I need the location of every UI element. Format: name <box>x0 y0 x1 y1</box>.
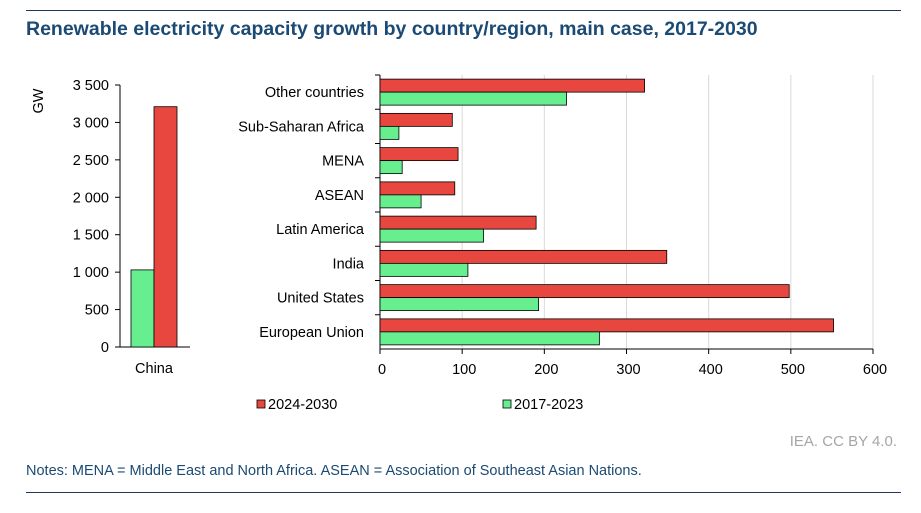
bar-asean-2024-2030 <box>379 181 456 196</box>
y-tick-label: 2 000 <box>73 190 109 206</box>
bar-india-2024-2030 <box>379 249 668 264</box>
bar-india-2017-2023 <box>379 262 469 277</box>
bar-united-states-2017-2023 <box>379 297 539 312</box>
x-category-label: China <box>135 361 174 377</box>
chart-notes: Notes: MENA = Middle East and North Afri… <box>26 463 642 479</box>
y-category-label: European Union <box>259 325 364 341</box>
y-category-label: MENA <box>322 154 364 170</box>
x-tick-label: 300 <box>616 362 640 378</box>
y-category-label: India <box>333 256 365 272</box>
legend-label: 2024-2030 <box>268 397 337 413</box>
bar-united-states-2024-2030 <box>379 284 790 299</box>
bar-latin-america-2017-2023 <box>379 228 484 243</box>
y-category-label: Other countries <box>265 85 364 101</box>
legend-swatch <box>256 399 266 409</box>
y-tick-label: 1 500 <box>73 228 109 244</box>
y-category-label: United States <box>277 291 364 307</box>
bar-sub-saharan-africa-2024-2030 <box>379 112 453 127</box>
top-rule <box>26 10 901 11</box>
legend: 2024-2030 2017-2023 <box>256 397 583 413</box>
regions-bar-chart: 0 100 200 300 400 500 600 Other countries Sub-Sa… <box>238 74 887 378</box>
x-tick-label: 100 <box>452 362 476 378</box>
y-axis-label: GW <box>31 88 47 113</box>
x-tick-label: 400 <box>699 362 723 378</box>
chart-title: Renewable electricity capacity growth by… <box>26 18 758 40</box>
y-tick-label: 3 500 <box>73 78 109 94</box>
y-tick-label: 3 000 <box>73 115 109 131</box>
bar-european-union-2024-2030 <box>379 318 834 333</box>
legend-label: 2017-2023 <box>514 397 583 413</box>
bar-mena-2024-2030 <box>379 147 459 162</box>
bar-european-union-2017-2023 <box>379 331 600 346</box>
bottom-rule <box>26 492 901 493</box>
source-credit: IEA. CC BY 4.0. <box>789 433 897 450</box>
bar-other-countries-2017-2023 <box>379 91 567 106</box>
y-tick-label: 1 000 <box>73 265 109 281</box>
legend-swatch <box>502 399 512 409</box>
bar-latin-america-2024-2030 <box>379 215 537 230</box>
y-category-label: ASEAN <box>315 188 364 204</box>
bar-sub-saharan-africa-2017-2023 <box>379 125 400 140</box>
y-tick-label: 500 <box>85 303 109 319</box>
x-tick-label: 600 <box>863 362 887 378</box>
y-tick-label: 2 500 <box>73 153 109 169</box>
bar-asean-2017-2023 <box>379 194 422 209</box>
bar-mena-2017-2023 <box>379 160 403 175</box>
bar-china-2017-2023 <box>130 269 155 348</box>
y-category-label: Sub-Saharan Africa <box>238 119 365 135</box>
y-category-label: Latin America <box>276 222 365 238</box>
x-tick-label: 0 <box>378 362 386 378</box>
china-bar-chart: 0 500 1 000 1 500 2 000 2 500 3 000 3 500 GW Chin… <box>31 78 190 377</box>
x-tick-label: 500 <box>781 362 805 378</box>
y-tick-label: 0 <box>101 340 109 356</box>
x-tick-label: 200 <box>534 362 558 378</box>
bar-china-2024-2030 <box>153 106 178 348</box>
bar-other-countries-2024-2030 <box>379 78 645 93</box>
